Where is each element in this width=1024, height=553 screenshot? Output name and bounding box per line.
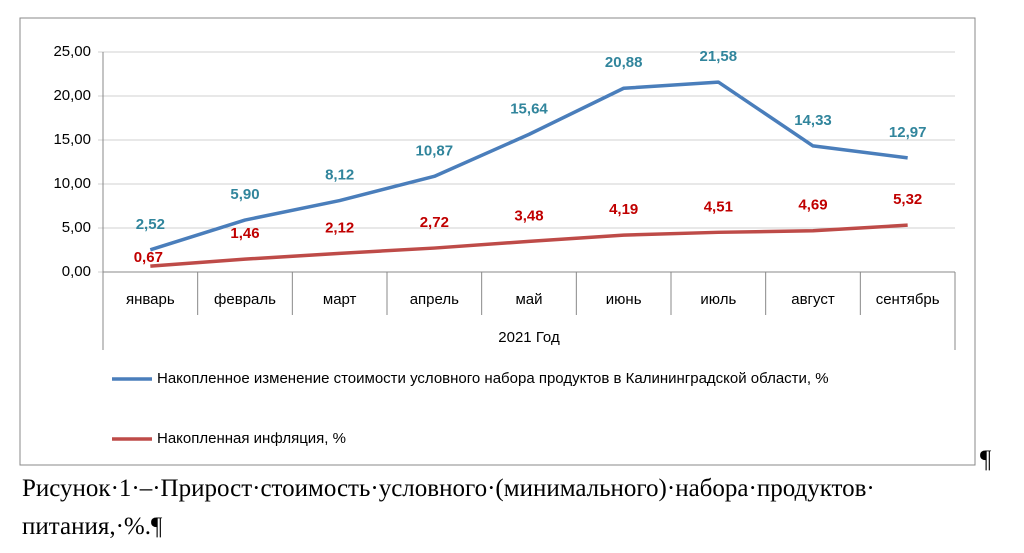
- y-tick-label: 20,00: [53, 87, 91, 104]
- data-label: 5,32: [893, 191, 922, 208]
- data-label: 1,46: [230, 225, 259, 242]
- data-label: 21,58: [700, 48, 738, 65]
- x-tick-label: март: [323, 291, 357, 308]
- data-label: 12,97: [889, 124, 927, 141]
- data-label: 3,48: [514, 207, 543, 224]
- x-tick-label: сентябрь: [876, 291, 940, 308]
- paragraph-mark: ¶: [980, 446, 992, 473]
- legend-label: Накопленное изменение стоимости условног…: [157, 370, 829, 387]
- y-tick-label: 10,00: [53, 175, 91, 192]
- data-label: 10,87: [416, 142, 454, 159]
- data-label: 4,19: [609, 201, 638, 218]
- x-tick-label: август: [791, 291, 835, 308]
- x-axis-label: 2021 Год: [498, 329, 560, 346]
- legend-label: Накопленная инфляция, %: [157, 430, 346, 447]
- data-label: 8,12: [325, 167, 354, 184]
- data-label: 2,72: [420, 214, 449, 231]
- y-tick-label: 5,00: [62, 219, 91, 236]
- data-label: 20,88: [605, 54, 643, 71]
- series-line: [149, 80, 908, 252]
- data-label: 5,90: [230, 186, 259, 203]
- x-tick-label: апрель: [410, 291, 459, 308]
- y-tick-label: 0,00: [62, 263, 91, 280]
- data-label: 4,69: [798, 197, 827, 214]
- chart-border: [19, 17, 976, 466]
- data-label: 2,52: [136, 216, 165, 233]
- caption: Рисунок·1·–·Прирост·стоимость·условного·…: [22, 475, 875, 540]
- data-label: 4,51: [704, 198, 733, 215]
- x-tick-label: январь: [126, 291, 175, 308]
- x-tick-label: февраль: [214, 291, 276, 308]
- data-label: 15,64: [510, 100, 548, 117]
- x-tick-label: июнь: [606, 291, 642, 308]
- x-tick-label: май: [515, 291, 542, 308]
- data-label: 14,33: [794, 112, 832, 129]
- y-tick-label: 25,00: [53, 43, 91, 60]
- data-label: 0,67: [134, 249, 163, 266]
- data-label: 2,12: [325, 219, 354, 236]
- x-tick-label: июль: [700, 291, 736, 308]
- series-line: [150, 223, 908, 268]
- y-tick-label: 15,00: [53, 131, 91, 148]
